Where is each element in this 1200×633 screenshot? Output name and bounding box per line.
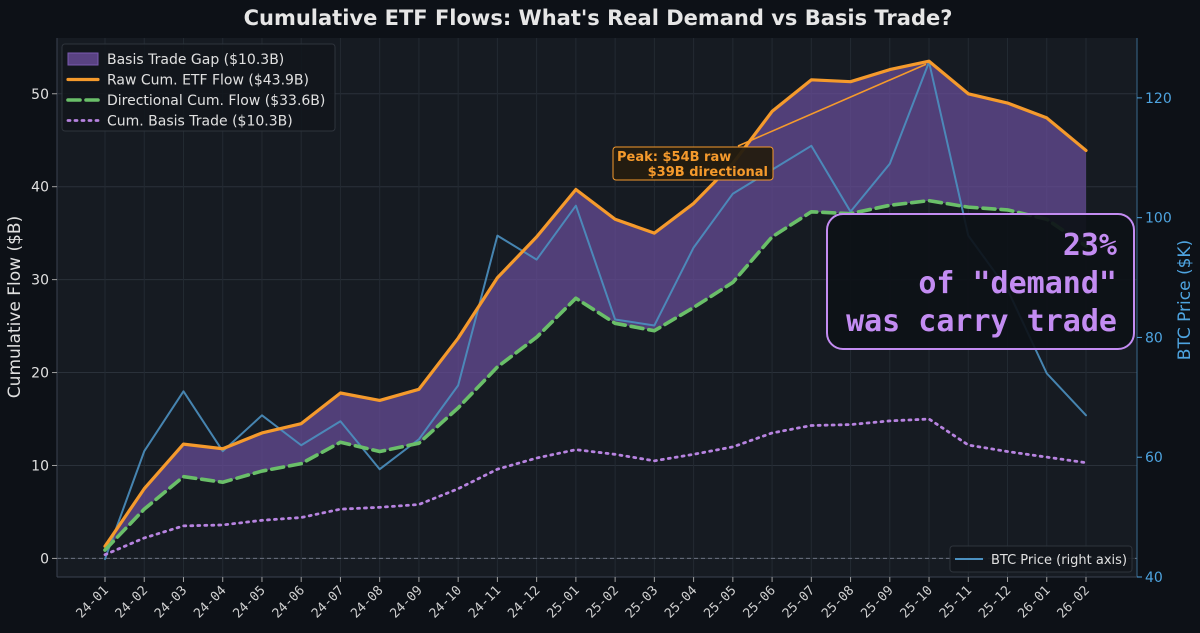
annotation-layer: Peak: $54B raw$39B directional 23%of "dem…	[612, 63, 1135, 350]
y-tick-label: 40	[31, 180, 49, 196]
y2-tick-label: 100	[1145, 211, 1172, 227]
y2-tick-label: 120	[1145, 91, 1172, 107]
y2-tick-label: 40	[1145, 570, 1163, 586]
series-layer	[103, 59, 1088, 561]
callout-box	[826, 213, 1135, 350]
legend2-label: BTC Price (right axis)	[991, 553, 1127, 568]
callout-line1: 23%	[1063, 228, 1117, 263]
chart-title: Cumulative ETF Flows: What's Real Demand…	[244, 6, 953, 30]
directional-flow-line	[103, 198, 1088, 552]
legend-label: Raw Cum. ETF Flow ($43.9B)	[107, 73, 309, 89]
legend2-box	[949, 545, 1133, 573]
raw-flow-line	[103, 59, 1088, 548]
y-tick-label: 30	[31, 273, 49, 289]
y-axis-label: Cumulative Flow ($B)	[5, 216, 25, 398]
y-tick-label: 10	[31, 458, 49, 474]
y2-tick-label: 80	[1145, 330, 1163, 346]
y-tick-label: 0	[40, 551, 49, 567]
legend-label: Basis Trade Gap ($10.3B)	[107, 52, 284, 68]
btc-price-line	[104, 60, 1087, 561]
y-tick-label: 50	[31, 87, 49, 103]
legend: Basis Trade Gap ($10.3B) Raw Cum. ETF Flo…	[61, 43, 1133, 573]
callout-line2: of "demand"	[918, 266, 1117, 301]
legend-box	[61, 43, 336, 132]
peak-annotation-box	[612, 146, 774, 181]
legend-swatch-gap	[67, 52, 99, 66]
legend-label: Cum. Basis Trade ($10.3B)	[107, 114, 293, 130]
fill-layer	[105, 61, 1086, 551]
peak-arrow	[737, 63, 927, 147]
basis-trade-line	[103, 417, 1088, 557]
y-tick-label: 20	[31, 366, 49, 382]
y2-axis-label: BTC Price ($K)	[1175, 240, 1195, 360]
callout-line3: was carry trade	[846, 304, 1117, 339]
basis-gap-fill	[105, 61, 1086, 551]
peak-annotation-line2: $39B directional	[648, 165, 768, 180]
peak-annotation-line1: Peak: $54B raw	[617, 150, 731, 165]
legend-label: Directional Cum. Flow ($33.6B)	[107, 93, 325, 109]
y2-tick-label: 60	[1145, 450, 1163, 466]
